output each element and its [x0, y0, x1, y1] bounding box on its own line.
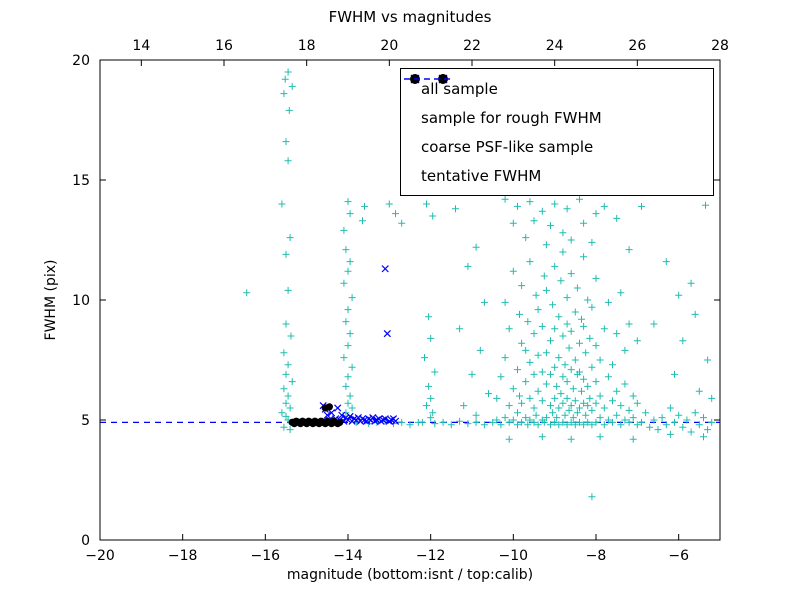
svg-text:−14: −14	[333, 548, 363, 564]
y-axis-label: FWHM (pix)	[43, 260, 59, 341]
svg-text:−6: −6	[668, 548, 689, 564]
svg-text:−20: −20	[85, 548, 115, 564]
svg-text:−10: −10	[499, 548, 529, 564]
svg-text:16: 16	[215, 38, 233, 54]
svg-text:−16: −16	[251, 548, 281, 564]
svg-text:0: 0	[81, 533, 90, 549]
legend-item-rough-fwhm: sample for rough FWHM	[401, 74, 713, 132]
svg-text:26: 26	[628, 38, 646, 54]
svg-text:−18: −18	[168, 548, 198, 564]
tick-marks	[99, 59, 721, 541]
dashed-line-icon	[404, 78, 454, 80]
svg-text:22: 22	[463, 38, 481, 54]
svg-text:−8: −8	[586, 548, 607, 564]
scatter-rough-fwhm	[319, 265, 400, 425]
svg-text:20: 20	[72, 53, 90, 69]
scatter-all-sample	[243, 68, 716, 501]
legend: all sample sample for rough FWHM coarse …	[400, 68, 714, 196]
legend-item-tentative-fwhm: tentative FWHM	[401, 78, 713, 190]
legend-label-all-sample: all sample	[421, 79, 498, 98]
x-axis-label: magnitude (bottom:isnt / top:calib)	[287, 567, 533, 583]
svg-text:18: 18	[298, 38, 316, 54]
svg-text:−12: −12	[416, 548, 446, 564]
chart-title: FWHM vs magnitudes	[329, 8, 492, 26]
svg-text:5: 5	[81, 413, 90, 429]
svg-text:10: 10	[72, 293, 90, 309]
legend-label-psf-like: coarse PSF-like sample	[421, 137, 594, 156]
svg-text:20: 20	[380, 38, 398, 54]
svg-text:24: 24	[546, 38, 564, 54]
tick-labels: −20 −18 −16 −14 −12 −10 −8 −6 14 16 18 20 22 24 26 28 0 5…	[72, 38, 729, 564]
svg-text:14: 14	[132, 38, 150, 54]
legend-label-rough-fwhm: sample for rough FWHM	[421, 108, 602, 127]
svg-text:28: 28	[711, 38, 729, 54]
legend-item-psf-like: coarse PSF-like sample	[401, 74, 713, 161]
scatter-psf-like	[288, 403, 344, 428]
svg-text:15: 15	[72, 173, 90, 189]
legend-label-tentative-fwhm: tentative FWHM	[421, 166, 542, 185]
